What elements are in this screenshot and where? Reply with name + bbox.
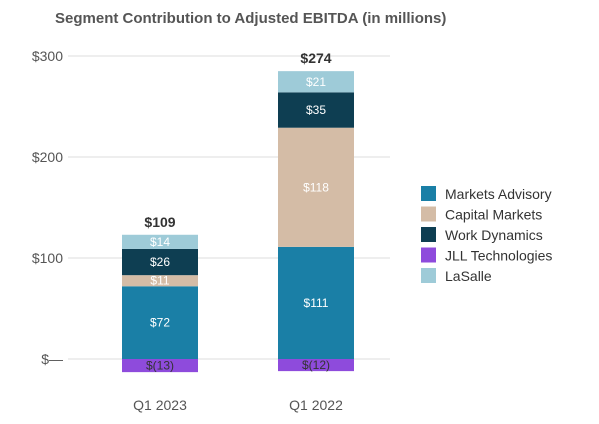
- bar-segment: [122, 359, 198, 373]
- bar-segment: [122, 248, 198, 276]
- legend-entry: Work Dynamics: [445, 227, 543, 243]
- data-label: $111: [304, 296, 329, 310]
- y-tick-label: $—: [41, 351, 63, 367]
- x-tick-label: Q1 2022: [289, 397, 343, 413]
- bar-segment: [278, 246, 354, 359]
- legend-entry: LaSalle: [445, 268, 492, 284]
- total-label: $109: [144, 214, 175, 230]
- bar-segment: [122, 275, 198, 287]
- bar-segment: [278, 127, 354, 247]
- data-label: $21: [306, 75, 326, 89]
- legend-swatch: [421, 206, 436, 222]
- y-tick-label: $200: [32, 149, 63, 165]
- legend-entry: Capital Markets: [445, 207, 542, 223]
- data-label: $(13): [146, 359, 174, 373]
- legend-swatch: [421, 186, 436, 201]
- data-label: $118: [303, 180, 329, 194]
- bar-segment: [122, 286, 198, 359]
- data-label: $11: [150, 274, 169, 288]
- legend-swatch: [421, 268, 436, 283]
- y-tick-label: $300: [32, 48, 63, 64]
- total-label: $274: [300, 50, 331, 66]
- bar-segment: [278, 71, 354, 93]
- chart-title: Segment Contribution to Adjusted EBITDA …: [55, 10, 447, 27]
- bar-segment: [278, 359, 354, 372]
- legend-entry: Markets Advisory: [445, 186, 552, 202]
- bar-segment: [278, 92, 354, 128]
- legend-entry: JLL Technologies: [445, 248, 552, 264]
- data-label: $35: [306, 103, 326, 117]
- x-tick-label: Q1 2023: [133, 397, 187, 413]
- bar-segment: [122, 234, 198, 249]
- y-tick-label: $100: [32, 250, 63, 266]
- data-label: $26: [150, 255, 170, 269]
- data-label: $(12): [302, 358, 330, 372]
- legend-swatch: [421, 247, 436, 263]
- data-label: $72: [150, 316, 170, 330]
- data-label: $14: [150, 235, 170, 249]
- legend-swatch: [421, 227, 436, 242]
